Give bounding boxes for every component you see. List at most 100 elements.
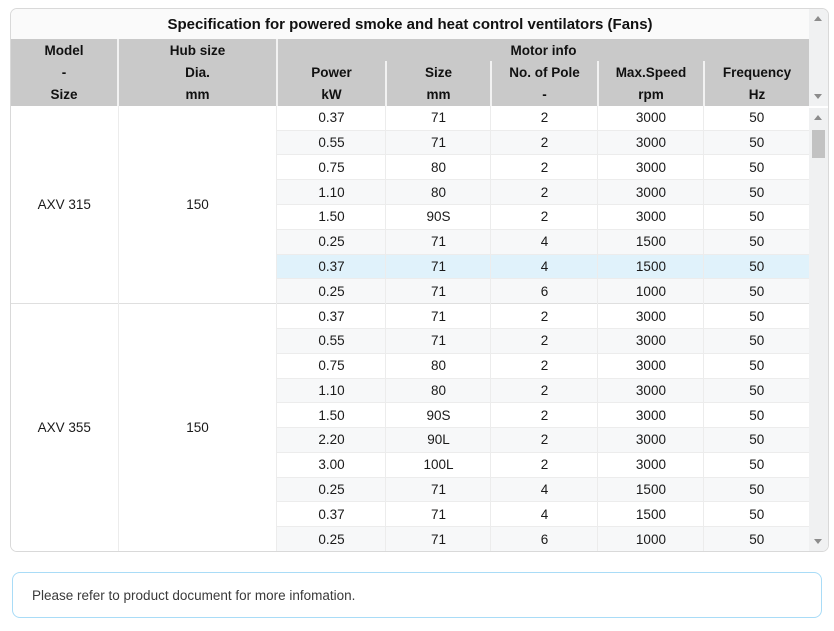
pole-cell: 4 — [490, 228, 598, 255]
table-row[interactable]: 0.25 71 6 1000 50 — [11, 526, 809, 551]
frequency-cell: 50 — [703, 154, 809, 180]
scrollbar-column — [809, 9, 828, 551]
size-cell: 90S — [385, 203, 491, 230]
table-row[interactable]: 0.75 80 2 3000 50 — [11, 154, 809, 180]
frequency-cell: 50 — [703, 352, 809, 378]
size-cell: 80 — [385, 352, 491, 378]
table-row[interactable]: 0.37 71 4 1500 50 — [11, 501, 809, 527]
header-scrollbar-track[interactable] — [809, 9, 828, 106]
power-cell: 0.75 — [276, 154, 386, 180]
power-cell: 3.00 — [276, 451, 386, 478]
scroll-down-icon[interactable] — [814, 539, 822, 544]
size-cell: 71 — [385, 501, 491, 527]
size-cell: 71 — [385, 278, 491, 304]
table-row[interactable]: 0.25 71 4 1500 50 — [11, 228, 809, 255]
scroll-thumb[interactable] — [812, 130, 825, 158]
power-cell: 0.37 — [276, 303, 386, 329]
speed-cell: 1500 — [597, 476, 704, 502]
table-row[interactable]: 0.75 80 2 3000 50 — [11, 352, 809, 378]
size-cell: 100L — [385, 451, 491, 478]
table-row[interactable]: 0.55 71 2 3000 50 — [11, 129, 809, 155]
frequency-cell: 50 — [703, 327, 809, 354]
pole-cell: 2 — [490, 377, 598, 403]
table-row[interactable]: AXV 315 150 0.37 71 2 3000 50 — [11, 106, 809, 304]
header-frequency: Frequency — [702, 61, 809, 83]
pole-cell: 2 — [490, 179, 598, 205]
frequency-cell: 50 — [703, 501, 809, 527]
header-hub-size: Hub size Dia. mm — [117, 39, 277, 106]
header-size-unit: mm — [384, 83, 491, 106]
table-body-scroll-area[interactable]: AXV 315 150 0.37 71 2 3000 50 0.55 71 2 3000 50 0.75… — [11, 106, 809, 551]
note-box: Please refer to product document for mor… — [12, 572, 822, 618]
table-row[interactable]: 2.20 90L 2 3000 50 — [11, 427, 809, 453]
power-cell: 0.37 — [276, 106, 386, 131]
body-scrollbar-track[interactable] — [809, 108, 828, 551]
scrollbar-divider — [809, 106, 828, 108]
table-row[interactable]: 0.37 71 4 1500 50 — [11, 253, 809, 279]
model-cell: AXV 355 — [11, 303, 118, 551]
frequency-cell: 50 — [703, 228, 809, 255]
table-header: Model - Size Hub size Dia. mm Motor info… — [11, 39, 809, 106]
table-row[interactable]: 1.10 80 2 3000 50 — [11, 377, 809, 403]
pole-cell: 2 — [490, 303, 598, 329]
speed-cell: 3000 — [597, 154, 704, 180]
frequency-cell: 50 — [703, 427, 809, 453]
size-cell: 71 — [385, 129, 491, 155]
table-body: AXV 315 150 0.37 71 2 3000 50 0.55 71 2 3000 50 0.75… — [11, 106, 809, 551]
frequency-cell: 50 — [703, 377, 809, 403]
header-pole-unit: - — [489, 83, 598, 106]
header-max-speed: Max.Speed — [596, 61, 704, 83]
power-cell: 1.50 — [276, 203, 386, 230]
header-motor-info-group: Motor info — [275, 39, 809, 61]
pole-cell: 2 — [490, 129, 598, 155]
size-cell: 90L — [385, 427, 491, 453]
scroll-up-icon[interactable] — [814, 16, 822, 21]
speed-cell: 3000 — [597, 377, 704, 403]
size-cell: 71 — [385, 526, 491, 551]
scroll-up-icon[interactable] — [814, 115, 822, 120]
size-cell: 80 — [385, 377, 491, 403]
frequency-cell: 50 — [703, 129, 809, 155]
table-row[interactable]: 1.50 90S 2 3000 50 — [11, 402, 809, 428]
speed-cell: 1500 — [597, 501, 704, 527]
speed-cell: 1000 — [597, 278, 704, 304]
power-cell: 0.37 — [276, 253, 386, 279]
table-row[interactable]: 3.00 100L 2 3000 50 — [11, 451, 809, 478]
table-title: Specification for powered smoke and heat… — [167, 15, 653, 33]
table-row[interactable]: 0.55 71 2 3000 50 — [11, 327, 809, 354]
power-cell: 0.55 — [276, 129, 386, 155]
scroll-down-icon[interactable] — [814, 94, 822, 99]
power-cell: 0.25 — [276, 476, 386, 502]
size-cell: 71 — [385, 253, 491, 279]
spec-table-card: Specification for powered smoke and heat… — [10, 8, 829, 552]
speed-cell: 3000 — [597, 129, 704, 155]
power-cell: 1.10 — [276, 377, 386, 403]
table-content: Specification for powered smoke and heat… — [11, 9, 809, 551]
table-title-bar: Specification for powered smoke and heat… — [11, 9, 809, 39]
speed-cell: 3000 — [597, 427, 704, 453]
power-cell: 0.25 — [276, 228, 386, 255]
header-model: Model - Size — [44, 42, 84, 102]
speed-cell: 3000 — [597, 327, 704, 354]
speed-cell: 3000 — [597, 451, 704, 478]
pole-cell: 2 — [490, 402, 598, 428]
table-row[interactable]: 1.10 80 2 3000 50 — [11, 179, 809, 205]
speed-cell: 3000 — [597, 203, 704, 230]
hub-size-cell: 150 — [117, 106, 277, 304]
note-text: Please refer to product document for mor… — [32, 587, 356, 603]
table-row[interactable]: 0.25 71 4 1500 50 — [11, 476, 809, 502]
pole-cell: 2 — [490, 327, 598, 354]
speed-cell: 3000 — [597, 352, 704, 378]
header-frequency-unit: Hz — [702, 83, 809, 106]
table-row[interactable]: 1.50 90S 2 3000 50 — [11, 203, 809, 230]
frequency-cell: 50 — [703, 526, 809, 551]
table-row[interactable]: AXV 355 150 0.37 71 2 3000 50 — [11, 303, 809, 551]
pole-cell: 4 — [490, 501, 598, 527]
pole-cell: 6 — [490, 526, 598, 551]
power-cell: 1.50 — [276, 402, 386, 428]
speed-cell: 1500 — [597, 253, 704, 279]
size-cell: 71 — [385, 228, 491, 255]
power-cell: 0.37 — [276, 501, 386, 527]
size-cell: 71 — [385, 106, 491, 131]
table-row[interactable]: 0.25 71 6 1000 50 — [11, 278, 809, 304]
